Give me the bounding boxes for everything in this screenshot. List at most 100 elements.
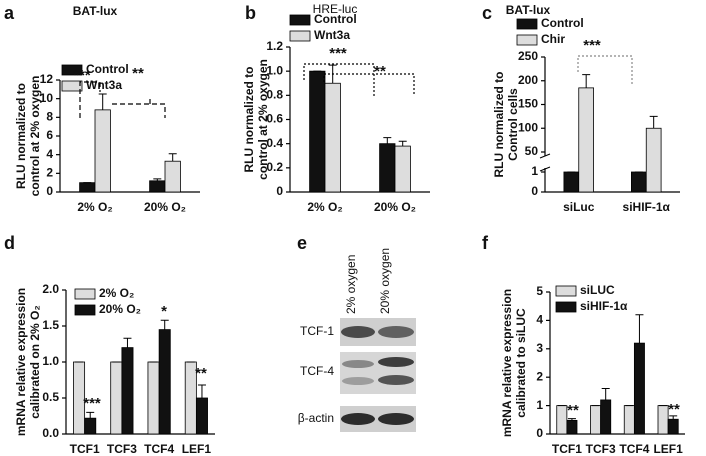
bar bbox=[149, 180, 166, 193]
bar bbox=[195, 397, 208, 435]
panel-letter: b bbox=[245, 3, 256, 23]
bar bbox=[379, 143, 396, 193]
panel-title: BAT-lux bbox=[506, 3, 551, 17]
bar bbox=[667, 418, 679, 435]
x-tick-label: TCF1 bbox=[70, 442, 100, 456]
y-axis-label: mRNA relative expression bbox=[500, 289, 514, 437]
bar bbox=[158, 329, 171, 435]
significance-bracket bbox=[323, 73, 415, 96]
significance-label: ** bbox=[567, 402, 579, 419]
significance-bracket bbox=[577, 55, 633, 86]
x-tick-label: siLuc bbox=[563, 200, 595, 214]
x-tick-label: TCF1 bbox=[552, 442, 582, 456]
legend-swatch bbox=[74, 304, 96, 316]
significance-label: ** bbox=[668, 401, 680, 418]
x-tick-label: 2% O₂ bbox=[307, 200, 342, 214]
y-axis-label: RLU normalized to bbox=[14, 83, 28, 189]
bar bbox=[600, 399, 612, 435]
x-tick-label: TCF4 bbox=[144, 442, 174, 456]
legend-label: siHIF-1α bbox=[580, 299, 628, 313]
y-tick-label: 6 bbox=[46, 128, 53, 142]
y-tick-label: 0 bbox=[276, 184, 283, 198]
bar bbox=[556, 405, 568, 435]
legend-label: Wnt3a bbox=[314, 28, 350, 42]
y-tick-label: 0.5 bbox=[42, 390, 59, 404]
panel: d 0.0 0.5 1.0 1.5 2.0 mRNA relative expression… bbox=[4, 233, 215, 456]
bar bbox=[309, 70, 326, 193]
y-tick-label: 3 bbox=[536, 341, 543, 355]
error-bar bbox=[635, 314, 644, 344]
bar bbox=[633, 342, 645, 435]
bar bbox=[657, 405, 669, 435]
error-bar bbox=[160, 319, 169, 330]
legend-swatch bbox=[289, 30, 311, 42]
legend-swatch bbox=[516, 34, 538, 46]
y-tick-label: 4 bbox=[46, 147, 53, 161]
error-bar bbox=[582, 74, 591, 88]
bar bbox=[578, 87, 595, 193]
bar bbox=[147, 361, 160, 435]
error-bar bbox=[168, 153, 177, 162]
row-label: TCF-1 bbox=[300, 324, 334, 338]
x-tick-label: TCF3 bbox=[586, 442, 616, 456]
y-axis-label: RLU normalized to bbox=[242, 66, 256, 172]
y-axis-label: control at 2% oxygen bbox=[28, 76, 42, 197]
significance-bracket bbox=[79, 81, 101, 118]
y-tick-label: 8 bbox=[46, 110, 53, 124]
y-tick-label: 0 bbox=[531, 184, 538, 198]
y-axis-label: calibrated to siLUC bbox=[514, 308, 528, 418]
y-tick-label: 1.2 bbox=[266, 39, 283, 53]
y-tick-label: 0.6 bbox=[266, 112, 283, 126]
row-label: β-actin bbox=[298, 411, 334, 425]
error-bar bbox=[98, 93, 107, 110]
error-bar bbox=[601, 388, 610, 400]
legend-swatch bbox=[555, 301, 577, 313]
legend-swatch bbox=[289, 14, 311, 26]
significance-label: ** bbox=[195, 365, 207, 382]
significance-label: *** bbox=[329, 45, 347, 62]
panel: a BAT-lux 0 2 4 6 8 10 12 RLU normalized to contro… bbox=[4, 3, 200, 214]
legend-label: Control bbox=[86, 62, 129, 76]
y-axis-label: RLU normalized to bbox=[492, 71, 506, 177]
y-tick-label: 2.0 bbox=[42, 282, 59, 296]
legend-label: Wnt3a bbox=[86, 78, 122, 92]
legend-label: siLUC bbox=[580, 283, 615, 297]
y-tick-label: 0.4 bbox=[266, 136, 283, 150]
y-axis-label: calibrated on 2% O₂ bbox=[28, 305, 42, 418]
legend-label: Chir bbox=[541, 32, 565, 46]
legend-swatch bbox=[555, 285, 577, 297]
error-bar bbox=[669, 415, 678, 420]
row-label: TCF-4 bbox=[300, 364, 334, 378]
column-label: 2% oxygen bbox=[344, 255, 358, 314]
x-tick-label: 20% O₂ bbox=[144, 200, 186, 214]
bar bbox=[84, 417, 97, 435]
panel-letter: a bbox=[4, 3, 15, 23]
legend-swatch bbox=[74, 288, 96, 300]
bar bbox=[563, 171, 580, 193]
significance-label: *** bbox=[73, 67, 91, 84]
significance-label: ** bbox=[374, 63, 386, 80]
error-bar bbox=[649, 115, 658, 129]
legend-swatch bbox=[516, 18, 538, 30]
panel: b HRE-luc 0 0.2 0.4 0.6 0.8 1.0 1.2 RLU normalize… bbox=[242, 2, 430, 214]
x-tick-label: LEF1 bbox=[182, 442, 212, 456]
bar bbox=[394, 145, 411, 193]
legend-label: 20% O₂ bbox=[99, 302, 141, 316]
panel-letter: f bbox=[482, 233, 489, 253]
panel-title: BAT-lux bbox=[73, 4, 118, 18]
legend-label: Control bbox=[541, 16, 584, 30]
y-tick-label: 50 bbox=[525, 144, 539, 158]
error-bar bbox=[383, 137, 392, 144]
error-bar bbox=[153, 178, 162, 181]
bar bbox=[121, 347, 134, 435]
bar bbox=[623, 405, 635, 435]
y-tick-label: 0 bbox=[536, 426, 543, 440]
significance-label: * bbox=[161, 303, 167, 320]
y-tick-label: 5 bbox=[536, 284, 543, 298]
bar bbox=[110, 361, 123, 435]
bar bbox=[590, 405, 602, 435]
error-bar bbox=[398, 140, 407, 147]
y-tick-label: 12 bbox=[40, 72, 54, 86]
